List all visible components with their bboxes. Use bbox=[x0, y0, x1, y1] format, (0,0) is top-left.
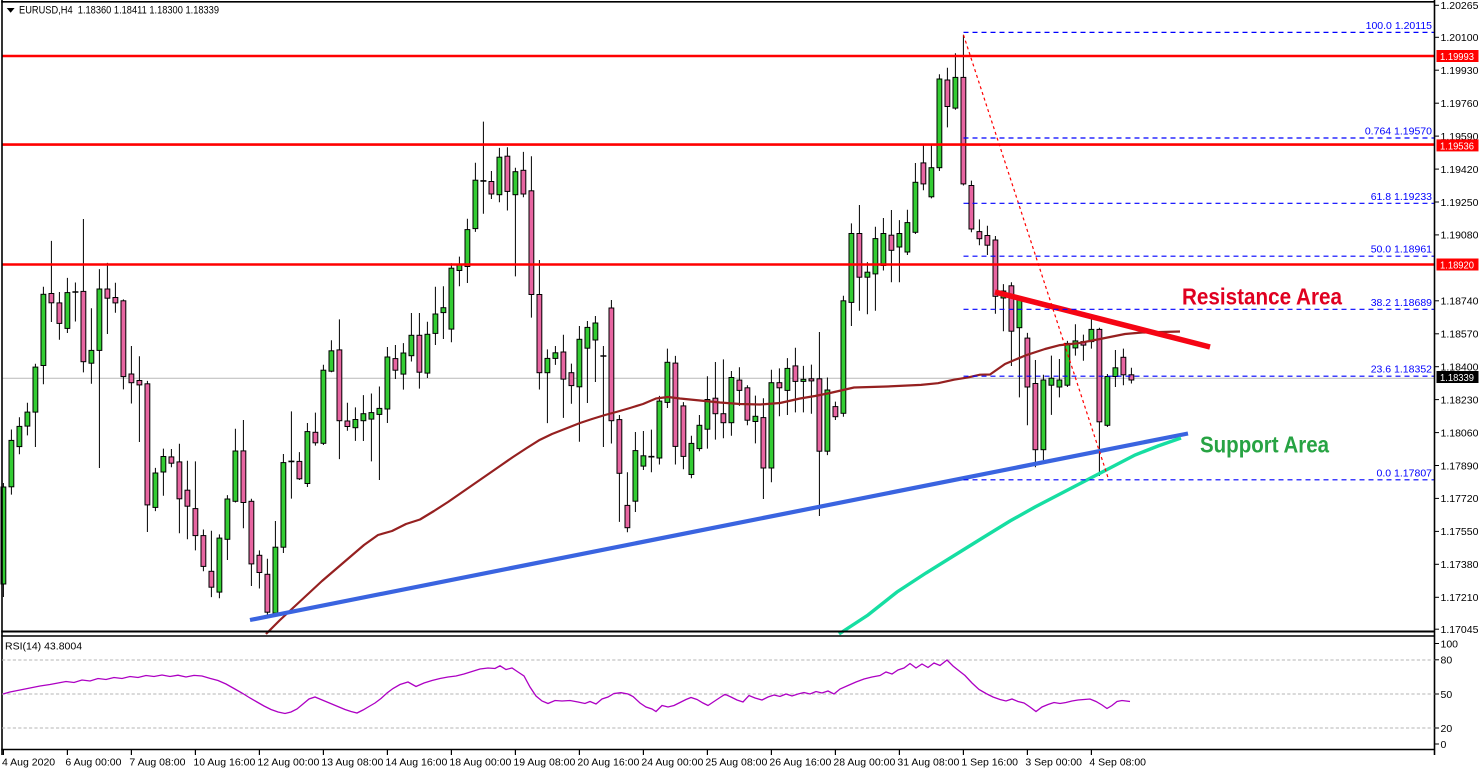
svg-text:EURUSD,H4 1.18360 1.18411 1.1: EURUSD,H4 1.18360 1.18411 1.18300 1.1833… bbox=[19, 5, 219, 17]
svg-text:61.8 1.19233: 61.8 1.19233 bbox=[1371, 191, 1432, 203]
svg-text:38.2 1.18689: 38.2 1.18689 bbox=[1371, 297, 1432, 309]
svg-text:1.18230: 1.18230 bbox=[1441, 394, 1479, 406]
svg-text:1.19250: 1.19250 bbox=[1441, 197, 1479, 209]
svg-text:6 Aug 00:00: 6 Aug 00:00 bbox=[65, 757, 121, 769]
svg-text:1.18339: 1.18339 bbox=[1440, 372, 1474, 384]
svg-text:RSI(14) 43.8004: RSI(14) 43.8004 bbox=[5, 641, 82, 653]
svg-text:1.17890: 1.17890 bbox=[1441, 460, 1479, 472]
svg-text:24 Aug 00:00: 24 Aug 00:00 bbox=[641, 757, 703, 769]
svg-text:28 Aug 00:00: 28 Aug 00:00 bbox=[833, 757, 895, 769]
svg-text:1.17045: 1.17045 bbox=[1441, 624, 1479, 636]
svg-text:25 Aug 08:00: 25 Aug 08:00 bbox=[705, 757, 767, 769]
svg-text:1.17550: 1.17550 bbox=[1441, 526, 1479, 538]
svg-text:13 Aug 08:00: 13 Aug 08:00 bbox=[321, 757, 383, 769]
svg-text:50.0 1.18961: 50.0 1.18961 bbox=[1371, 244, 1432, 256]
svg-text:80: 80 bbox=[1441, 655, 1453, 667]
svg-text:1.19993: 1.19993 bbox=[1440, 51, 1474, 63]
svg-text:14 Aug 16:00: 14 Aug 16:00 bbox=[385, 757, 447, 769]
svg-text:3 Sep 00:00: 3 Sep 00:00 bbox=[1025, 757, 1082, 769]
svg-text:1.18740: 1.18740 bbox=[1441, 296, 1479, 308]
svg-text:12 Aug 00:00: 12 Aug 00:00 bbox=[257, 757, 319, 769]
svg-text:1.19420: 1.19420 bbox=[1441, 164, 1479, 176]
svg-text:7 Aug 08:00: 7 Aug 08:00 bbox=[129, 757, 185, 769]
svg-text:23.6 1.18352: 23.6 1.18352 bbox=[1371, 364, 1432, 376]
svg-text:1.17210: 1.17210 bbox=[1441, 592, 1479, 604]
svg-text:1.18400: 1.18400 bbox=[1441, 362, 1479, 374]
svg-text:0.0 1.17807: 0.0 1.17807 bbox=[1377, 467, 1433, 479]
svg-text:1.17720: 1.17720 bbox=[1441, 493, 1479, 505]
svg-text:1.19536: 1.19536 bbox=[1440, 140, 1474, 152]
svg-text:1.18920: 1.18920 bbox=[1440, 260, 1474, 272]
svg-text:100: 100 bbox=[1441, 638, 1459, 650]
svg-text:20 Aug 16:00: 20 Aug 16:00 bbox=[577, 757, 639, 769]
svg-text:18 Aug 00:00: 18 Aug 00:00 bbox=[449, 757, 511, 769]
svg-text:1.19930: 1.19930 bbox=[1441, 65, 1479, 77]
svg-text:Resistance Area: Resistance Area bbox=[1182, 284, 1342, 310]
svg-text:1.19760: 1.19760 bbox=[1441, 98, 1479, 110]
svg-text:1.20265: 1.20265 bbox=[1441, 0, 1479, 12]
svg-text:1.20100: 1.20100 bbox=[1441, 32, 1479, 44]
svg-text:1.19080: 1.19080 bbox=[1441, 230, 1479, 242]
svg-text:4 Aug 2020: 4 Aug 2020 bbox=[2, 757, 55, 769]
svg-text:1 Sep 16:00: 1 Sep 16:00 bbox=[961, 757, 1018, 769]
svg-text:26 Aug 16:00: 26 Aug 16:00 bbox=[769, 757, 831, 769]
svg-text:1.17380: 1.17380 bbox=[1441, 559, 1479, 571]
svg-text:50: 50 bbox=[1441, 689, 1453, 701]
svg-text:0.764 1.19570: 0.764 1.19570 bbox=[1365, 126, 1432, 138]
svg-text:0: 0 bbox=[1441, 739, 1447, 751]
svg-text:1.18570: 1.18570 bbox=[1441, 329, 1479, 341]
svg-text:10 Aug 16:00: 10 Aug 16:00 bbox=[193, 757, 255, 769]
svg-text:19 Aug 08:00: 19 Aug 08:00 bbox=[513, 757, 575, 769]
svg-text:31 Aug 08:00: 31 Aug 08:00 bbox=[897, 757, 959, 769]
svg-text:1.18060: 1.18060 bbox=[1441, 427, 1479, 439]
svg-text:4 Sep 08:00: 4 Sep 08:00 bbox=[1089, 757, 1146, 769]
svg-text:20: 20 bbox=[1441, 723, 1453, 735]
svg-text:Support Area: Support Area bbox=[1200, 432, 1329, 458]
svg-text:100.0 1.20115: 100.0 1.20115 bbox=[1366, 20, 1433, 32]
